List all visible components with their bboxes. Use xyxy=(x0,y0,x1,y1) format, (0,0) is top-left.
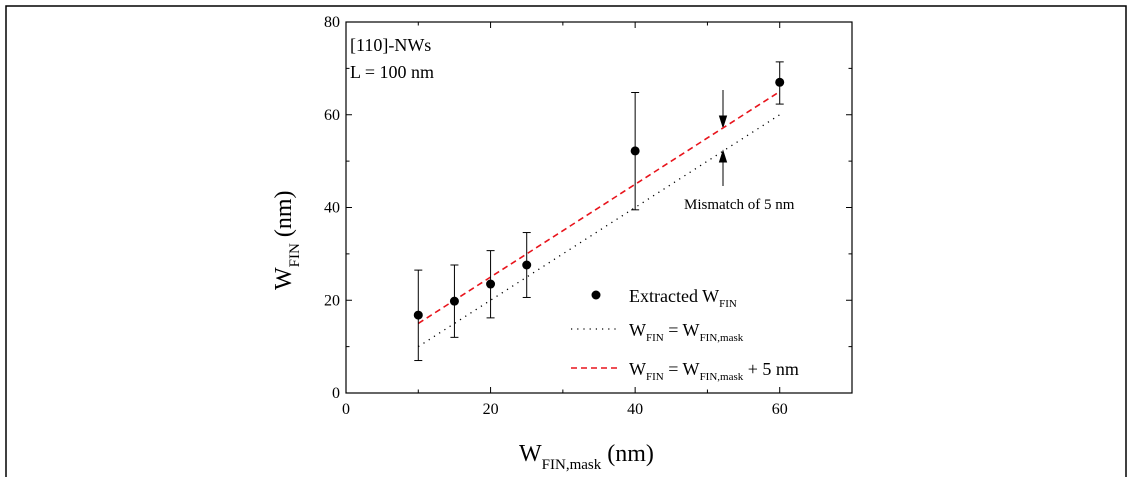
x-tick-label: 20 xyxy=(483,401,499,418)
legend-offset-post: + 5 nm xyxy=(743,359,799,379)
y-tick-label: 80 xyxy=(324,14,340,31)
axis-ticks xyxy=(345,21,853,394)
legend-ideal-sub: FIN xyxy=(646,332,664,344)
data-points xyxy=(413,77,785,320)
data-point xyxy=(486,279,496,289)
legend-label-offset: WFIN = WFIN,mask + 5 nm xyxy=(629,359,799,383)
data-point xyxy=(522,260,532,270)
y-tick-label: 20 xyxy=(324,292,340,309)
annotation-mismatch: Mismatch of 5 nm xyxy=(684,197,795,213)
legend-ideal-mid: = W xyxy=(664,320,700,340)
legend-label-ideal: WFIN = WFIN,mask xyxy=(629,320,744,344)
data-point xyxy=(449,296,459,306)
series-line-offset xyxy=(417,90,781,325)
annotation-orientation: [110]-NWs xyxy=(350,35,431,55)
legend-ideal-pre: W xyxy=(629,320,646,340)
legend-offset-sub: FIN xyxy=(646,371,664,383)
axis-tick-labels: 0 20 40 60 0 20 40 60 80 xyxy=(324,14,788,418)
figure-border xyxy=(5,5,1127,481)
legend-offset-sub2: FIN,mask xyxy=(700,371,744,383)
x-tick-label: 0 xyxy=(342,401,350,418)
x-axis-title-sub: FIN,mask xyxy=(542,457,602,473)
series-lines xyxy=(417,90,781,348)
legend-offset-mid: = W xyxy=(664,359,700,379)
mismatch-arrow-down-head xyxy=(718,115,728,129)
x-tick-label: 60 xyxy=(772,401,788,418)
x-axis-title: WFIN,mask (nm) xyxy=(519,441,654,473)
legend-ideal-sub2: FIN,mask xyxy=(700,332,744,344)
y-axis-title: WFIN (nm) xyxy=(271,191,303,290)
legend-offset-pre: W xyxy=(629,359,646,379)
y-tick-label: 60 xyxy=(324,107,340,124)
x-tick-label: 40 xyxy=(627,401,643,418)
x-axis-title-unit: (nm) xyxy=(601,441,654,467)
y-tick-label: 0 xyxy=(332,385,340,402)
legend: Extracted WFIN WFIN = WFIN,mask WFIN = W… xyxy=(571,286,799,383)
series-line-ideal xyxy=(417,114,781,348)
legend-extracted-sub: FIN xyxy=(719,298,737,310)
legend-extracted-pre: Extracted W xyxy=(629,286,719,306)
y-axis-title-sub: FIN xyxy=(287,243,303,267)
mismatch-arrow-up-head xyxy=(718,149,728,163)
x-axis-title-main: W xyxy=(519,441,542,467)
legend-label-extracted: Extracted WFIN xyxy=(629,286,737,310)
legend-marker-extracted xyxy=(591,290,601,300)
data-point xyxy=(413,310,423,320)
annotation-length: L = 100 nm xyxy=(350,62,434,82)
y-axis-title-unit: (nm) xyxy=(271,191,297,244)
mismatch-arrows xyxy=(718,90,728,186)
y-axis-title-main: W xyxy=(271,267,297,290)
data-point xyxy=(630,146,640,156)
y-tick-label: 40 xyxy=(324,200,340,217)
data-point xyxy=(775,77,785,87)
